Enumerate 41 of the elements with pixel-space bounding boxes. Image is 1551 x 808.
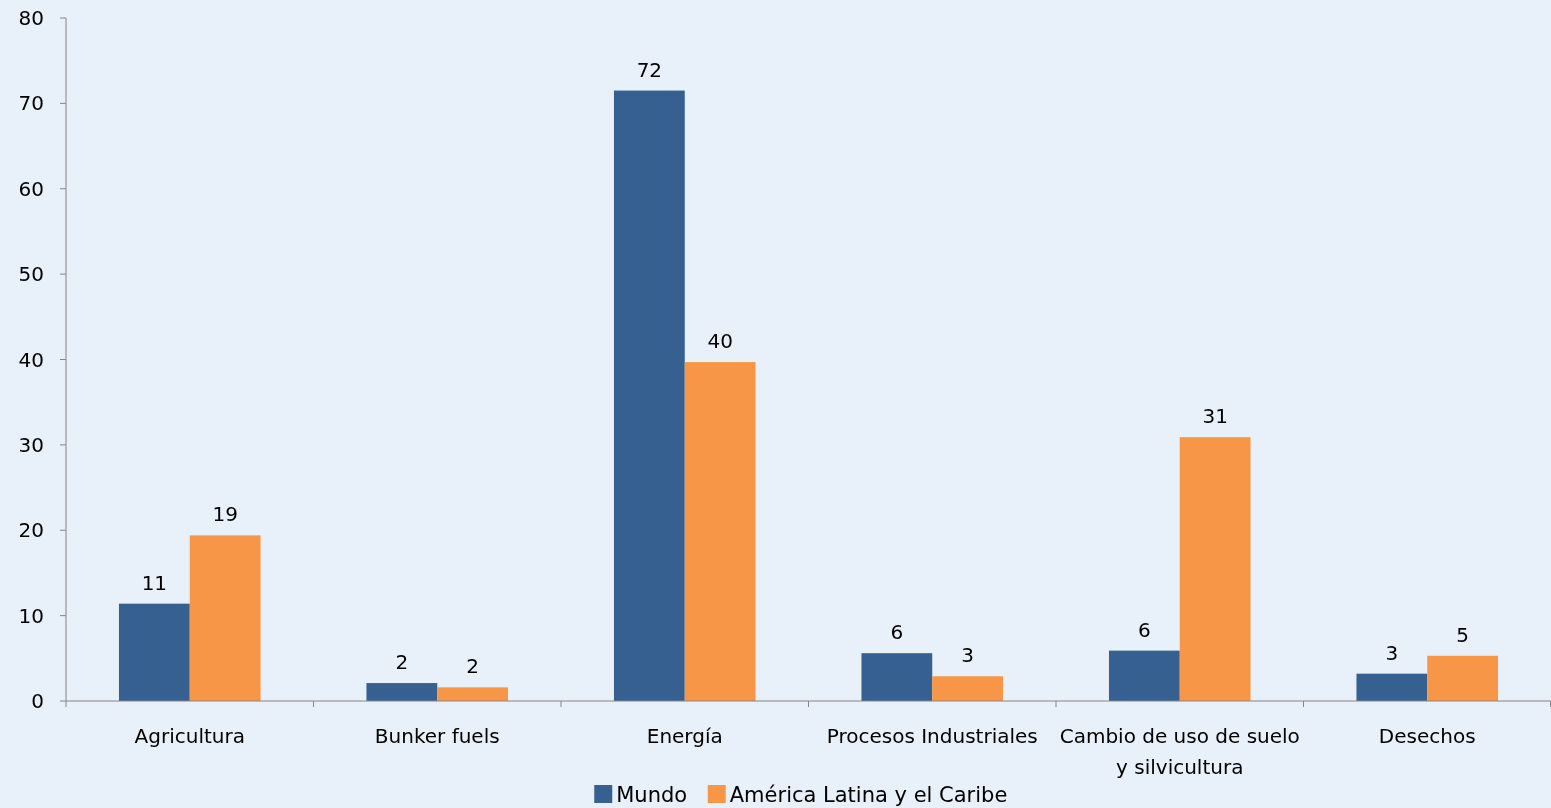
bar: [189, 535, 261, 701]
y-tick-label: 0: [31, 689, 44, 713]
y-tick-label: 70: [18, 91, 44, 116]
x-tick-label: Energía: [646, 724, 723, 748]
data-label: 19: [212, 502, 238, 527]
data-label: 5: [1456, 622, 1470, 647]
x-tick-label: Bunker fuels: [374, 724, 500, 748]
data-label: 3: [961, 643, 975, 668]
data-label: 2: [395, 650, 409, 675]
bar: [366, 683, 438, 701]
data-label: 40: [707, 329, 733, 354]
legend-label: Mundo: [616, 783, 688, 807]
data-label: 6: [890, 620, 904, 645]
data-label: 11: [141, 570, 168, 595]
legend-label: América Latina y el Caribe: [729, 783, 1008, 807]
bar: [861, 653, 933, 701]
data-label: 31: [1202, 404, 1228, 429]
x-tick-label: Agricultura: [134, 724, 245, 748]
y-tick-label: 40: [18, 347, 44, 372]
bar: [437, 687, 509, 701]
y-tick-label: 20: [18, 518, 44, 543]
data-label: 72: [636, 57, 663, 82]
data-label: 3: [1385, 640, 1399, 665]
bar: [118, 603, 190, 701]
data-label: 2: [466, 654, 480, 679]
bar: [1427, 655, 1499, 701]
data-label: 6: [1137, 617, 1151, 642]
x-tick-label: Cambio de uso de suelo y silvicultura: [1059, 724, 1300, 779]
y-tick-label: 30: [18, 432, 44, 457]
bar: [1179, 437, 1251, 701]
y-tick-label: 10: [18, 603, 44, 628]
bar: [1108, 650, 1180, 701]
x-tick-label: Desechos: [1378, 724, 1476, 748]
bar: [613, 90, 685, 701]
x-tick-label: Procesos Industriales: [826, 724, 1038, 748]
y-tick-label: 60: [18, 176, 44, 201]
y-tick-label: 50: [18, 262, 44, 287]
y-tick-label: 80: [18, 6, 44, 30]
bar: [1356, 673, 1428, 701]
bar: [932, 676, 1004, 701]
bar: [684, 362, 756, 701]
